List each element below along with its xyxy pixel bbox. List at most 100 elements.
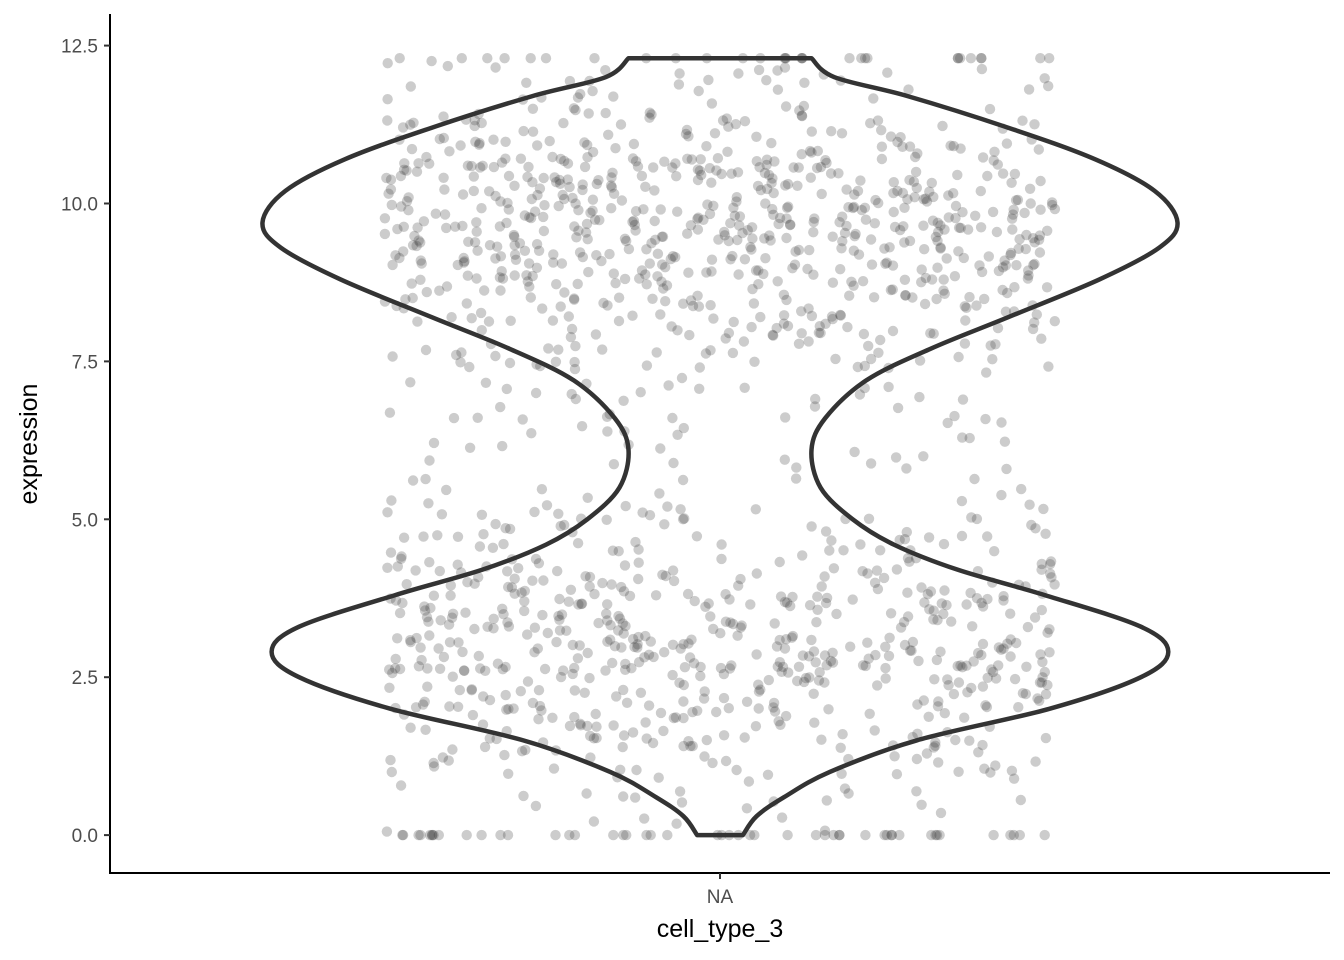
data-point bbox=[448, 412, 460, 424]
data-point bbox=[657, 231, 669, 242]
data-point bbox=[1022, 621, 1034, 633]
data-point bbox=[1040, 732, 1052, 744]
data-point bbox=[781, 294, 792, 306]
data-point bbox=[981, 367, 992, 378]
data-point bbox=[703, 74, 714, 86]
data-point bbox=[469, 578, 480, 589]
data-point bbox=[701, 141, 712, 152]
data-point bbox=[500, 689, 511, 701]
data-point bbox=[825, 655, 837, 667]
data-point bbox=[820, 597, 832, 609]
data-point bbox=[844, 53, 855, 64]
data-point bbox=[553, 344, 564, 355]
data-point bbox=[475, 663, 486, 674]
data-point bbox=[468, 171, 479, 182]
data-point bbox=[778, 310, 790, 321]
data-point bbox=[869, 725, 880, 736]
data-point bbox=[985, 340, 996, 351]
data-point bbox=[930, 740, 941, 751]
data-point bbox=[444, 146, 455, 157]
data-point bbox=[483, 316, 495, 327]
data-point bbox=[865, 353, 877, 365]
data-point bbox=[974, 260, 985, 271]
data-point bbox=[686, 634, 697, 645]
data-point bbox=[804, 244, 815, 256]
data-point bbox=[732, 630, 743, 641]
data-point bbox=[572, 653, 584, 664]
data-point bbox=[577, 251, 588, 263]
data-point bbox=[488, 623, 499, 634]
data-point bbox=[582, 720, 593, 732]
data-point bbox=[751, 131, 762, 142]
data-point bbox=[1005, 829, 1016, 841]
data-point bbox=[620, 620, 631, 632]
data-point bbox=[630, 225, 641, 236]
data-point bbox=[783, 667, 794, 678]
data-point bbox=[751, 649, 762, 660]
data-point bbox=[582, 647, 593, 659]
data-point bbox=[845, 641, 856, 652]
data-point bbox=[939, 224, 950, 235]
data-point bbox=[503, 170, 515, 182]
data-point bbox=[413, 661, 425, 672]
data-point bbox=[641, 360, 653, 371]
data-point bbox=[826, 535, 837, 546]
data-point bbox=[808, 646, 820, 657]
data-point bbox=[536, 705, 547, 716]
data-point bbox=[800, 672, 812, 684]
data-point bbox=[488, 134, 499, 145]
data-point bbox=[399, 158, 410, 169]
data-point bbox=[667, 412, 678, 424]
data-point bbox=[534, 183, 546, 194]
data-point bbox=[516, 746, 528, 757]
data-point bbox=[1046, 572, 1057, 583]
data-point bbox=[619, 273, 631, 285]
data-point bbox=[913, 655, 924, 667]
data-point bbox=[581, 788, 592, 799]
data-point bbox=[900, 290, 911, 301]
data-point bbox=[590, 708, 601, 720]
data-point bbox=[739, 732, 750, 743]
data-point bbox=[689, 595, 700, 607]
data-point bbox=[681, 124, 693, 136]
data-point bbox=[522, 629, 533, 640]
data-point bbox=[421, 286, 432, 298]
data-point bbox=[670, 712, 682, 723]
data-point bbox=[899, 534, 911, 545]
data-point bbox=[943, 190, 954, 201]
data-point bbox=[1034, 230, 1046, 241]
data-point bbox=[630, 792, 641, 803]
data-point bbox=[892, 185, 903, 197]
data-point bbox=[482, 621, 493, 632]
data-point bbox=[487, 542, 499, 553]
data-point bbox=[662, 501, 673, 512]
data-point bbox=[455, 357, 466, 368]
data-point bbox=[568, 103, 580, 114]
y-tick-label: 5.0 bbox=[72, 510, 98, 531]
data-point bbox=[415, 237, 426, 248]
data-point bbox=[876, 141, 888, 152]
data-point bbox=[656, 231, 668, 242]
data-point bbox=[519, 210, 530, 221]
data-point bbox=[827, 277, 839, 288]
axes: 0.0 2.5 5.0 7.5 10.0 12.5 NA bbox=[61, 14, 1330, 908]
data-point bbox=[830, 353, 841, 365]
data-point bbox=[706, 98, 718, 109]
data-point bbox=[587, 85, 598, 97]
data-point bbox=[802, 263, 813, 275]
data-point bbox=[416, 654, 427, 666]
data-point bbox=[1037, 656, 1048, 668]
data-point bbox=[488, 613, 499, 624]
data-point bbox=[989, 546, 1000, 557]
data-point bbox=[457, 646, 468, 658]
data-point bbox=[678, 422, 689, 434]
data-point bbox=[820, 318, 831, 329]
data-point bbox=[421, 612, 433, 623]
data-point bbox=[993, 660, 1004, 671]
data-point bbox=[1043, 361, 1054, 372]
data-point bbox=[808, 216, 819, 228]
data-point bbox=[634, 273, 645, 284]
data-point bbox=[849, 231, 860, 242]
data-point bbox=[715, 628, 726, 639]
data-point bbox=[942, 674, 953, 685]
